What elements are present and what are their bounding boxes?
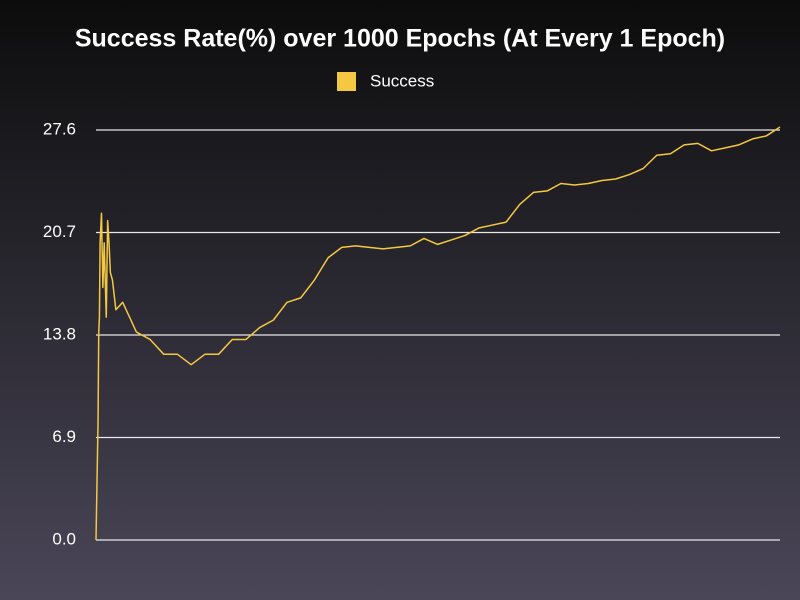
y-tick-label: 20.7: [43, 222, 76, 241]
legend-swatch: [337, 72, 356, 91]
y-tick-label: 13.8: [43, 324, 76, 343]
legend-label: Success: [370, 71, 434, 90]
chart-title: Success Rate(%) over 1000 Epochs (At Eve…: [75, 25, 725, 53]
y-tick-label: 0.0: [52, 529, 76, 548]
y-tick-label: 6.9: [52, 427, 76, 446]
y-tick-label: 27.6: [43, 119, 76, 138]
series-line: [95, 126, 781, 541]
